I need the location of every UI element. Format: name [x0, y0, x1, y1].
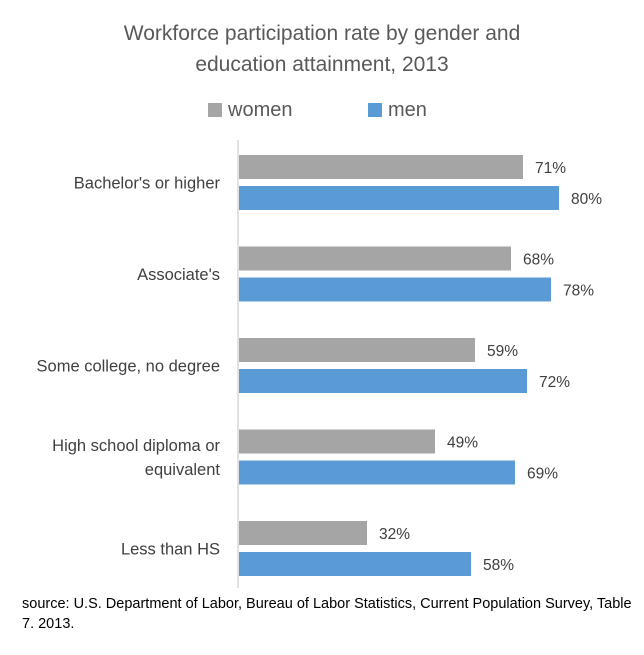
data-label-men-2: 72%: [539, 374, 570, 391]
category-label-3-line-0: High school diploma or: [52, 437, 220, 455]
legend-swatch-men: [368, 103, 382, 117]
data-label-men-4: 58%: [483, 557, 514, 574]
category-label-4: Less than HS: [121, 541, 220, 559]
bar-men-2: [239, 369, 527, 393]
data-label-women-4: 32%: [379, 526, 410, 543]
data-label-women-3: 49%: [447, 435, 478, 452]
legend-item-men: men: [368, 98, 427, 122]
data-label-men-0: 80%: [571, 191, 602, 208]
data-label-men-1: 78%: [563, 283, 594, 300]
legend-label-women: women: [228, 99, 293, 121]
category-label-2: Some college, no degree: [37, 358, 220, 376]
chart-legend: women men: [0, 98, 644, 122]
source-note: source: U.S. Department of Labor, Bureau…: [22, 596, 632, 632]
data-label-women-0: 71%: [535, 160, 566, 177]
data-label-men-3: 69%: [527, 466, 558, 483]
data-label-women-1: 68%: [523, 252, 554, 269]
legend-label-men: men: [388, 99, 427, 121]
data-label-women-2: 59%: [487, 343, 518, 360]
bar-women-1: [239, 246, 511, 271]
chart-title: Workforce participation rate by gender a…: [0, 18, 644, 80]
legend-item-women: women: [208, 98, 292, 122]
bar-men-3: [239, 460, 515, 485]
bar-women-4: [239, 521, 367, 545]
bar-women-2: [239, 338, 475, 362]
chart-title-line-2: education attainment, 2013: [195, 53, 449, 76]
bar-men-4: [239, 552, 471, 576]
bar-women-3: [239, 429, 435, 454]
bar-women-0: [239, 155, 523, 179]
category-label-0: Bachelor's or higher: [74, 175, 221, 193]
bar-men-1: [239, 277, 551, 302]
category-label-1: Associate's: [137, 266, 220, 284]
bar-men-0: [239, 186, 559, 210]
category-label-3-line-1: equivalent: [145, 461, 221, 479]
legend-swatch-women: [208, 103, 222, 117]
chart-title-line-1: Workforce participation rate by gender a…: [123, 22, 521, 45]
